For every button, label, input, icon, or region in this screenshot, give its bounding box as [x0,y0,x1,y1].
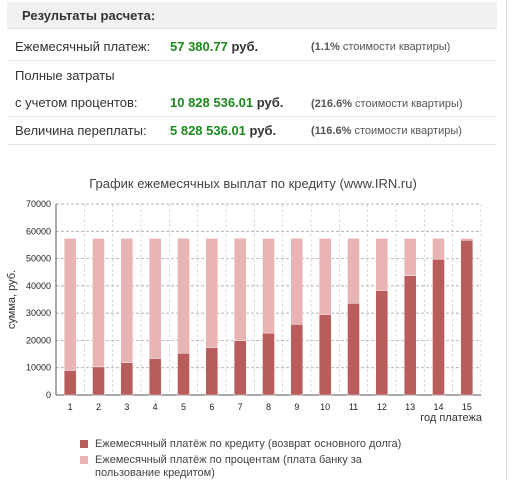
x-tick-label: 4 [153,402,158,412]
x-tick-label: 2 [96,402,101,412]
bar-interest [92,238,105,368]
bar-principal [262,332,275,396]
overpayment-value: 5 828 536.01 руб. [170,123,276,138]
legend-swatch-principal [80,440,88,448]
bar-interest [63,238,77,371]
bar-principal [432,258,445,396]
overpayment-amount: 5 828 536.01 [170,123,246,138]
bar-principal [92,366,105,396]
total-cost-amount: 10 828 536.01 [170,95,254,110]
y-tick-label: 10000 [26,363,51,373]
x-tick-label: 9 [294,402,299,412]
bar-interest [262,238,275,334]
legend-label-principal: Ежемесячный платёж по кредиту (возврат о… [95,438,402,450]
x-tick-label: 1 [68,402,73,412]
x-tick-label: 13 [405,402,415,412]
legend-label-interest: Ежемесячный платёж по процентам (плата б… [95,454,362,479]
bar-interest [460,238,474,241]
y-tick-label: 60000 [26,226,51,236]
monthly-payment-percent: (1.1% [311,41,340,53]
bar-principal [233,340,247,396]
overpayment-label: Величина переплаты: [15,123,147,138]
chart-title: График ежемесячных выплат по кредиту (ww… [89,176,417,191]
bar-interest [347,238,360,304]
results-heading: Результаты расчета: [22,8,156,23]
bar-principal [148,358,162,396]
y-tick-label: 70000 [26,199,51,209]
x-tick-label: 10 [320,402,330,412]
total-cost-label-line2: с учетом процентов: [15,95,138,110]
y-tick-label: 30000 [26,308,51,318]
bar-principal [63,370,77,396]
overpayment-percent: (116.6% [311,125,352,137]
bar-interest [205,238,219,348]
x-tick-label: 11 [349,402,358,412]
total-cost-note-text: стоимости квартиры) [355,98,463,110]
bar-interest [148,238,162,359]
bar-interest [432,238,445,260]
bar-interest [375,238,389,291]
monthly-payment-unit: руб. [231,39,259,54]
total-cost-percent: (216.6% [311,98,352,110]
bar-interest [318,238,332,315]
x-tick-label: 6 [209,402,214,412]
bar-principal [177,353,190,396]
x-tick-label: 12 [377,402,387,412]
bar-principal [120,362,134,396]
bar-principal [403,275,417,396]
monthly-payment-note-text: стоимости квартиры) [342,41,451,53]
overpayment-unit: руб. [249,123,277,138]
row-divider [7,116,497,117]
bar-principal [375,290,389,396]
x-tick-label: 7 [238,402,243,412]
results-header: Результаты расчета: [7,2,497,29]
overpayment-note: (116.6% стоимости квартиры) [311,125,462,137]
x-tick-label: 15 [462,402,472,412]
x-tick-label: 8 [266,402,271,412]
y-tick-label: 50000 [26,254,51,264]
y-tick-label: 20000 [26,335,51,345]
total-cost-unit: руб. [256,95,284,110]
monthly-payment-note: (1.1% стоимости квартиры) [311,41,450,53]
bar-interest [177,238,190,354]
bar-interest [403,238,417,276]
bar-interest [290,238,304,325]
bar-principal [205,347,219,396]
monthly-payment-value: 57 380.77 руб. [170,39,258,54]
x-tick-label: 3 [124,402,129,412]
overpayment-note-text: стоимости квартиры) [354,125,462,137]
monthly-payment-label: Ежемесячный платеж: [15,39,151,54]
total-cost-value: 10 828 536.01 руб. [170,95,283,110]
bar-principal [460,240,474,396]
row-divider [7,144,497,145]
total-cost-note: (216.6% стоимости квартиры) [311,98,463,110]
x-tick-label: 5 [181,402,186,412]
legend-swatch-interest [80,456,88,464]
bar-interest [120,238,134,364]
row-divider [7,60,497,61]
y-axis-title: сумма, руб. [6,270,18,329]
total-cost-label-line1: Полные затраты [15,68,115,83]
bar-principal [290,324,304,396]
x-axis-title: год платежа [420,412,483,424]
y-tick-label: 0 [46,390,51,400]
bar-principal [347,303,360,396]
bar-interest [233,238,247,341]
monthly-payment-amount: 57 380.77 [170,39,228,54]
y-tick-label: 40000 [26,281,51,291]
x-tick-label: 14 [433,402,443,412]
bar-principal [318,314,332,396]
